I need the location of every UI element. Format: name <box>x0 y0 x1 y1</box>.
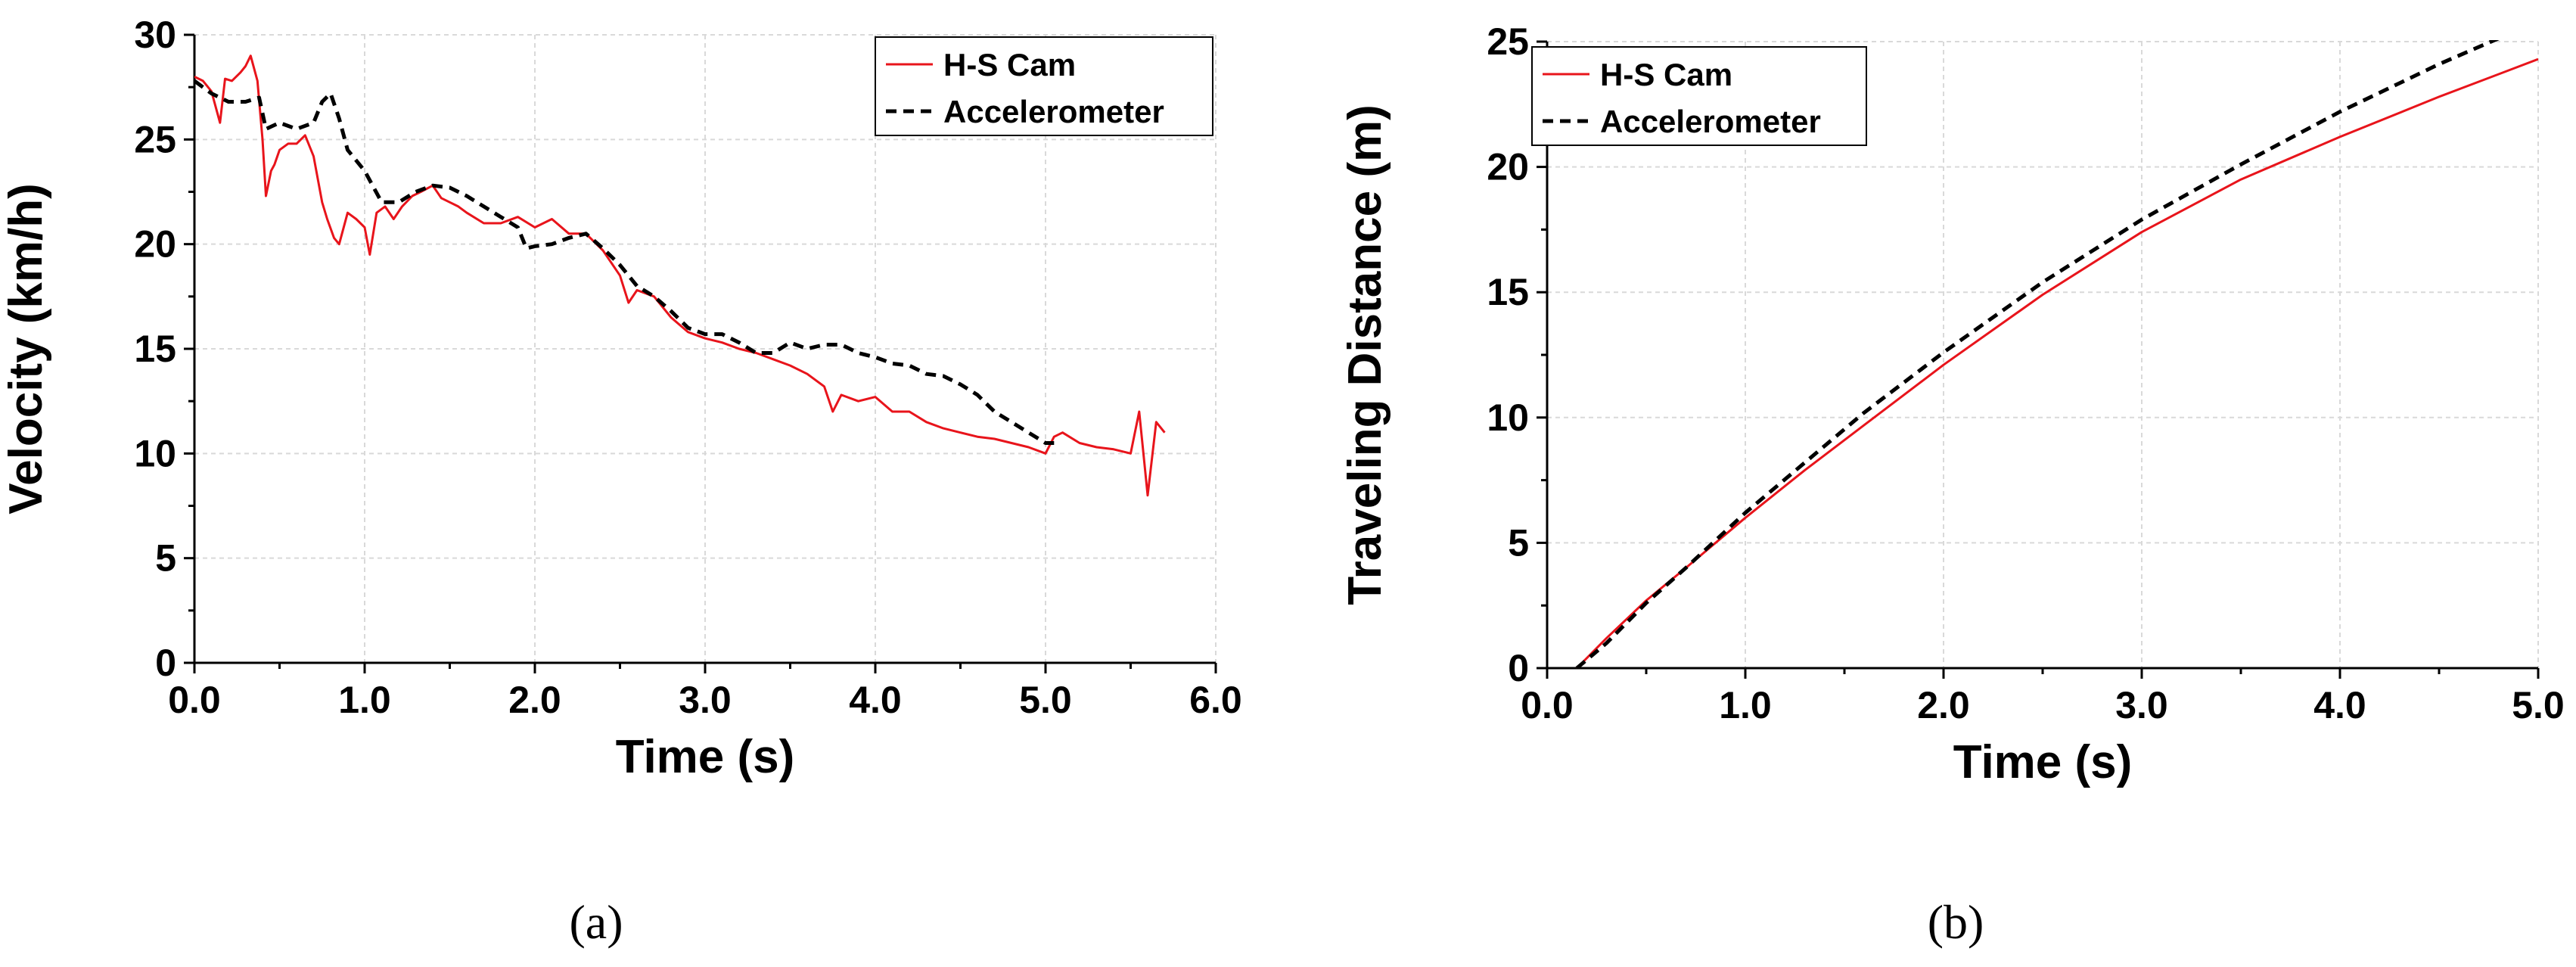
y-tick-label: 30 <box>134 14 176 56</box>
panel-caption: (b) <box>1928 895 1984 949</box>
legend-label: H-S Cam <box>1600 57 1732 92</box>
x-tick-label: 4.0 <box>849 679 902 721</box>
y-tick-label: 25 <box>134 118 176 160</box>
y-axis-title: Traveling Distance (m) <box>1339 104 1391 605</box>
series-line-accelerometer <box>1575 40 2500 668</box>
y-tick-label: 15 <box>134 328 176 370</box>
x-tick-label: 3.0 <box>679 679 732 721</box>
x-tick-label: 2.0 <box>508 679 561 721</box>
y-tick-label: 15 <box>1487 271 1529 313</box>
y-tick-label: 0 <box>155 642 176 684</box>
y-tick-label: 25 <box>1487 20 1529 63</box>
x-tick-label: 2.0 <box>1917 684 1970 726</box>
series-line-h-s-cam <box>194 54 1166 497</box>
series-line-accelerometer <box>194 79 1055 445</box>
x-tick-label: 5.0 <box>1019 679 1072 721</box>
y-tick-label: 10 <box>1487 396 1529 439</box>
x-tick-label: 5.0 <box>2512 684 2565 726</box>
y-tick-label: 5 <box>1508 521 1529 564</box>
legend-label: Accelerometer <box>943 94 1164 129</box>
y-tick-label: 10 <box>134 432 176 474</box>
y-tick-label: 5 <box>155 537 176 580</box>
chart-traveling-distance: 0 5 10 15 20 25 0.0 1.0 2.0 3.0 4.0 5.0 Time (s) Trav… <box>1339 20 2565 949</box>
y-tick-label: 20 <box>1487 146 1529 188</box>
legend-label: Accelerometer <box>1600 104 1821 139</box>
y-axis-title: Velocity (km/h) <box>0 183 52 515</box>
x-tick-label: 6.0 <box>1189 679 1242 721</box>
y-tick-label: 0 <box>1508 647 1529 689</box>
x-axis-title: Time (s) <box>1953 736 2133 788</box>
series-line-h-s-cam <box>1576 58 2538 668</box>
y-tick-label: 20 <box>134 223 176 266</box>
legend-box <box>1531 46 1867 146</box>
x-tick-label: 0.0 <box>168 679 221 721</box>
x-tick-label: 1.0 <box>1719 684 1772 726</box>
x-tick-label: 1.0 <box>338 679 391 721</box>
chart-velocity: 0 5 10 15 20 25 30 0.0 1.0 2.0 3.0 4.0 5.0 6.0 Time (s… <box>0 14 1242 949</box>
panel-caption: (a) <box>569 895 623 949</box>
x-tick-label: 0.0 <box>1521 684 1574 726</box>
legend-box <box>875 36 1213 136</box>
legend-label: H-S Cam <box>943 47 1076 82</box>
x-axis-title: Time (s) <box>616 731 795 783</box>
x-tick-label: 4.0 <box>2313 684 2366 726</box>
x-tick-label: 3.0 <box>2115 684 2168 726</box>
